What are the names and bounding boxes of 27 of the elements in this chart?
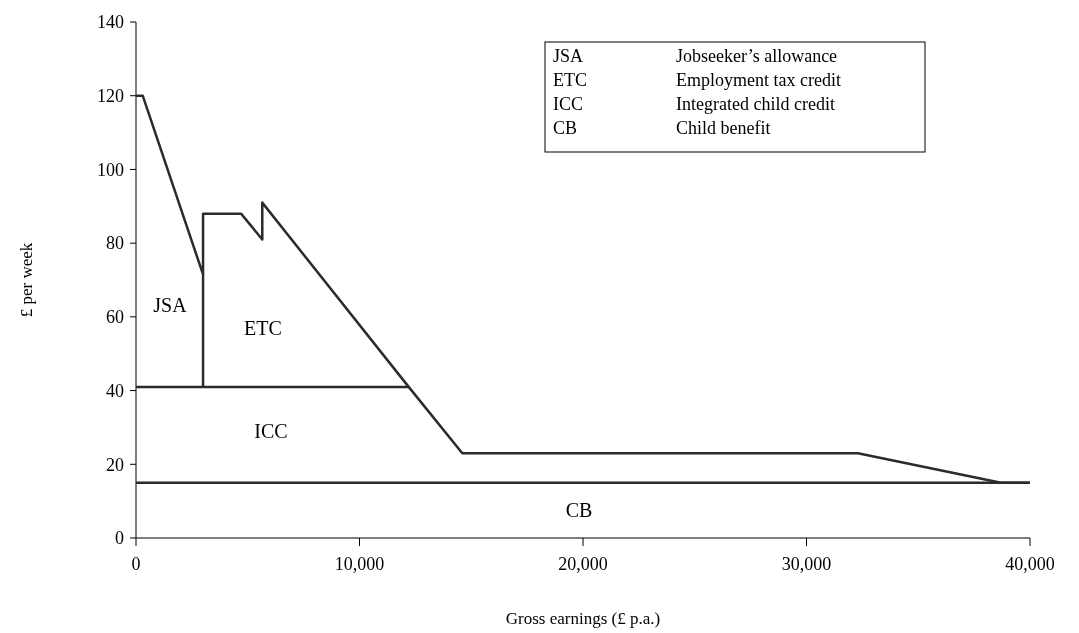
y-tick-label: 140 (97, 12, 124, 33)
y-tick-label: 0 (115, 528, 124, 549)
annotation: JSA (553, 46, 584, 66)
x-tick-label: 30,000 (781, 554, 832, 574)
annotation: Child benefit (676, 118, 771, 138)
x-axis-title: Gross earnings (£ p.a.) (505, 609, 661, 628)
x-tick-label: 40,000 (1005, 554, 1055, 574)
annotation: Integrated child credit (676, 94, 835, 114)
y-tick-label: 20 (106, 454, 124, 475)
y-tick-label: 40 (106, 380, 124, 401)
y-tick-label: 100 (97, 159, 124, 180)
annotation: ETC (244, 317, 282, 339)
annotation: Employment tax credit (676, 70, 841, 90)
annotation: JSA (153, 294, 188, 316)
annotation: CB (565, 499, 593, 521)
y-tick-label: 80 (106, 233, 124, 254)
x-tick-label: 10,000 (334, 554, 385, 574)
y-tick-label: 60 (106, 307, 124, 328)
annotation: ICC (254, 420, 288, 442)
annotation: ICC (553, 94, 584, 114)
y-axis-title: £ per week (17, 242, 36, 318)
y-tick-label: 120 (97, 86, 124, 107)
x-tick-label: 20,000 (558, 554, 608, 574)
x-tick-label: 0 (131, 554, 141, 574)
annotation: Jobseeker’s allowance (676, 46, 838, 66)
annotation: ETC (553, 70, 587, 90)
annotation: CB (553, 118, 578, 138)
